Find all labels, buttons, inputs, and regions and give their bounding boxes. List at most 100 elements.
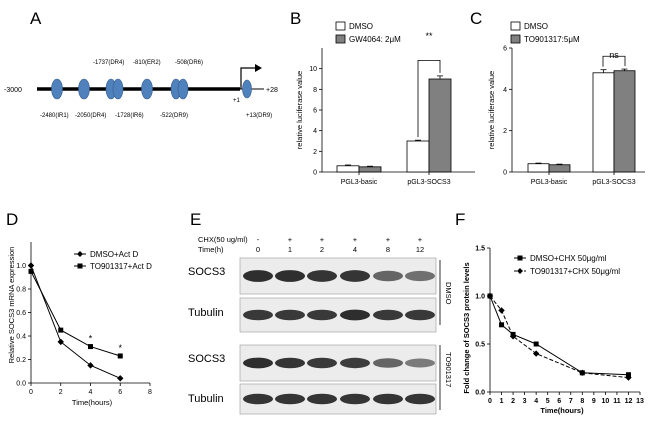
blot-chx-mark-3: +	[320, 235, 325, 244]
chart-c-legend-2: TO901317:5μM	[524, 35, 580, 44]
chart-f-xtick-label: 10	[601, 398, 609, 405]
blot-band-tubulin-dmso-1	[243, 309, 273, 321]
chart-d-ytick-label: 0.8	[16, 287, 26, 294]
blot-row-label-socs3-dmso: SOCS3	[188, 266, 225, 278]
chart-f-xtick-label: 6	[557, 398, 561, 405]
chart-b-legend-1: DMSO	[349, 22, 373, 31]
blot-band-tubulin-dmso-3	[307, 309, 337, 321]
chart-f-point-s2-3	[509, 333, 517, 340]
chart-d-ytick-label: 0.6	[16, 310, 26, 317]
panel-label-d: D	[6, 210, 18, 229]
blot-time-2: 1	[288, 245, 292, 254]
blot-band-tubulin-dmso-5	[373, 309, 403, 321]
chart-d-xtick-label: 2	[59, 389, 63, 396]
chart-f-point-s2-5	[579, 369, 586, 376]
binding-site-dr9	[177, 78, 189, 100]
chart-b-significance-bracket	[417, 60, 441, 138]
chart-d-point-s2-2	[58, 327, 64, 333]
blot-band-socs3-to-1	[243, 357, 273, 369]
blot-group-label-dmso: DMSO	[444, 282, 453, 305]
chart-f-point-s2-4	[532, 350, 540, 357]
chart-d-xtick-label: 8	[148, 389, 152, 396]
chart-d-point-s2-4	[117, 353, 123, 359]
chart-d-xtick-label: 4	[89, 389, 93, 396]
tss-arrowhead	[255, 64, 262, 72]
chart-b-bar-treated-2	[428, 78, 452, 173]
panel-label-a: A	[30, 9, 42, 28]
chart-b-legend-swatch-1	[335, 21, 346, 31]
chart-d-ylabel: Relative SOCS3 mRNA expression	[7, 247, 16, 364]
chart-b-significance: **	[425, 31, 433, 41]
chart-f-legend-1: DMSO+CHX 50μg/ml	[530, 254, 607, 263]
chart-f-xtick-label: 0	[488, 398, 492, 405]
blot-time-3: 2	[320, 245, 324, 254]
blot-band-socs3-dmso-6	[405, 270, 435, 282]
blot-band-socs3-to-3	[307, 357, 337, 369]
chart-d-point-s1-4	[117, 375, 124, 382]
blot-band-tubulin-dmso-2	[275, 309, 305, 321]
chart-c-bar-treated-2	[613, 70, 636, 173]
panel-f: F 0.00.51.01.50 1 2 3 4 5 6 7 8 9 10 11 12 13 Fold ch…	[455, 210, 644, 415]
blot-time-6: 12	[416, 245, 424, 254]
tss-arrow	[240, 67, 255, 89]
blot-header: - + + + + +0 1 2 4 8 12	[256, 235, 424, 254]
chart-c-bar-control-1	[527, 163, 550, 173]
chart-f-ytick-label: 1.0	[475, 294, 485, 301]
chart-c-significance: ns	[609, 50, 619, 60]
chart-d-point-s2-3	[88, 344, 93, 350]
blot-band-tubulin-to-6	[405, 393, 435, 405]
chart-c-legend-swatch-1	[510, 21, 521, 31]
blot-time-5: 8	[386, 245, 390, 254]
panel-label-e: E	[190, 210, 201, 229]
blot-row-label-socs3-to: SOCS3	[188, 353, 225, 365]
blot-band-socs3-dmso-3	[307, 270, 337, 282]
chart-b-category-2: pGL3-SOCS3	[407, 179, 450, 186]
chart-f-ytick-label: 0.5	[475, 342, 485, 349]
chart-f-xtick-label: 12	[625, 398, 633, 405]
promoter-end-label: +28	[266, 87, 278, 94]
blot-chx-mark-5: +	[386, 235, 391, 244]
chart-d-xtick-label: 6	[118, 389, 122, 396]
chart-f-point-s2-6	[625, 374, 632, 381]
chart-d-series-line-2	[30, 271, 121, 357]
panel-c: C 0 2 4 6 relative luciferase value PGL3-ba…	[470, 9, 645, 186]
chart-c-category-2: pGL3-SOCS3	[592, 179, 635, 186]
chart-d-legend-marker-1	[77, 251, 83, 257]
blot-band-socs3-to-2	[275, 357, 305, 369]
blot-band-tubulin-to-1	[243, 393, 273, 405]
chart-f-xtick-label: 5	[546, 398, 550, 405]
panel-d: D 0.0 0.2 0.4 0.6 0.8 1.0 0 2 4 6 8 * * Relative SOC…	[6, 210, 152, 407]
chart-d-point-s1-2	[57, 338, 64, 346]
chart-c-legend: DMSO TO901317:5μM	[510, 21, 580, 44]
chart-b-ylabel: relative luciferase value	[295, 71, 304, 149]
blot-rows	[239, 257, 437, 415]
chart-d-series-line-1	[30, 265, 121, 379]
blot-band-socs3-dmso-2	[275, 270, 305, 282]
chart-d-ytick-label: 0.2	[16, 357, 26, 364]
chart-f-legend-marker-2	[517, 268, 523, 274]
chart-b-bar-control-1	[336, 165, 360, 173]
blot-chx-mark-2: +	[288, 235, 293, 244]
chart-d-ytick-label: 0.4	[16, 334, 26, 341]
panel-label-f: F	[455, 210, 465, 229]
blot-band-socs3-dmso-5	[373, 270, 403, 282]
chart-c-category-1: PGL3-basic	[531, 179, 568, 186]
chart-f-xlabel: Time(hours)	[540, 406, 584, 415]
blot-group-label-to: TO901317	[444, 352, 453, 387]
chart-f-xtick-label: 4	[534, 398, 538, 405]
chart-f-xtick-label: 3	[523, 398, 527, 405]
binding-site-ir1	[51, 78, 63, 100]
chart-d-point-s2-1	[28, 268, 34, 274]
chart-d-xtick-label: 0	[29, 389, 33, 396]
chart-f-series-line-2	[489, 295, 629, 379]
panel-label-c: C	[470, 9, 482, 28]
chart-c-bar-control-2	[592, 72, 615, 173]
binding-site-er2	[141, 78, 153, 100]
site-label-bottom-2: -2050(DR4)	[75, 113, 106, 119]
chart-b-legend-2: GW4064: 2μM	[349, 35, 401, 44]
chart-d-significance-2: *	[118, 343, 122, 353]
chart-f-ytick-label: 1.5	[475, 246, 485, 253]
binding-site-ir6	[112, 78, 124, 100]
chart-c-ytick-label: 6	[503, 46, 507, 53]
chart-f-xtick-label: 1	[500, 398, 504, 405]
